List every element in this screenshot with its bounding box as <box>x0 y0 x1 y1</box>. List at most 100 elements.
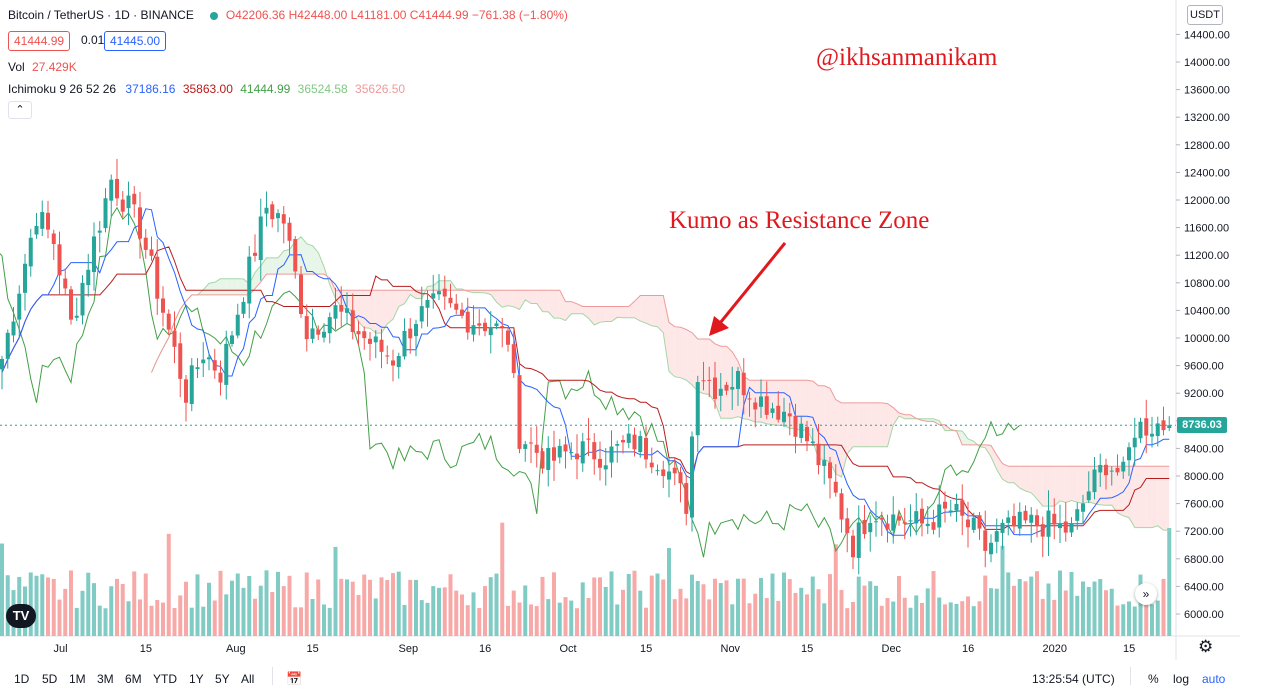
volume-bar <box>373 598 378 636</box>
timeframe-ytd[interactable]: YTD <box>153 672 177 686</box>
kumo-cloud-segment <box>732 351 738 419</box>
volume-bar <box>316 579 321 636</box>
candle-body <box>753 402 758 410</box>
volume-bar <box>368 579 372 636</box>
candle-body <box>776 405 781 420</box>
kumo-cloud-segment <box>1019 466 1026 492</box>
volume-bar <box>166 533 171 636</box>
gear-icon[interactable]: ⚙ <box>1198 637 1214 656</box>
kumo-cloud-segment <box>697 338 704 394</box>
volume-bar <box>1132 606 1137 636</box>
kumo-cloud-segment <box>715 343 721 419</box>
volume-bar <box>74 607 79 636</box>
kumo-cloud-segment <box>968 438 974 445</box>
tenkan-sen-line <box>1 208 1170 536</box>
volume-bar <box>730 604 735 636</box>
kumo-cloud-segment <box>1146 466 1152 528</box>
kumo-cloud-segment <box>565 301 572 321</box>
scroll-to-realtime-icon[interactable]: » <box>1135 583 1157 605</box>
volume-bar <box>701 584 706 636</box>
volume-bar <box>966 596 970 636</box>
candle-body <box>161 298 165 313</box>
timeframe-5y[interactable]: 5Y <box>215 672 230 686</box>
candle-body <box>730 387 735 390</box>
calendar-icon[interactable]: 📅 <box>286 671 303 686</box>
candle-body <box>971 517 976 530</box>
sell-price-button[interactable]: 41444.99 <box>8 31 71 51</box>
candle-body <box>609 446 614 463</box>
kumo-cloud-segment <box>387 290 393 324</box>
kumo-cloud-segment <box>318 252 324 275</box>
candle-body <box>621 439 625 443</box>
kumo-cloud-segment <box>1123 466 1129 518</box>
volume-bar <box>937 597 942 636</box>
volume-bar <box>86 572 91 636</box>
kumo-cloud-segment <box>812 381 819 460</box>
volume-bar <box>63 588 68 636</box>
timeframe-1y[interactable]: 1Y <box>189 672 204 686</box>
volume-bar <box>943 604 947 636</box>
volume-bar <box>1058 570 1062 636</box>
kumo-cloud-segment <box>623 306 629 318</box>
volume-label: Vol <box>8 60 25 74</box>
volume-bar <box>425 602 430 636</box>
price-axis-label: 14400.00 <box>1184 29 1230 41</box>
symbol-name[interactable]: Bitcoin / TetherUS · 1D · BINANCE <box>8 8 194 22</box>
utc-clock[interactable]: 13:25:54 (UTC) <box>1032 672 1115 686</box>
candle-body <box>701 380 706 382</box>
timeframe-1d[interactable]: 1D <box>14 672 30 686</box>
volume-bar <box>1000 545 1005 636</box>
volume-bar <box>201 606 206 636</box>
log-scale-button[interactable]: log <box>1173 672 1190 686</box>
ichimoku-legend[interactable]: Ichimoku 9 26 52 26 37186.16 35863.00 41… <box>8 82 405 96</box>
volume-bar <box>557 602 562 636</box>
volume-bar <box>270 592 275 636</box>
candle-body <box>989 542 993 555</box>
candle-body <box>534 444 539 453</box>
volume-bar <box>845 608 850 636</box>
volume-bar <box>822 603 827 636</box>
kumo-cloud-segment <box>1042 466 1049 507</box>
candle-body <box>362 331 367 339</box>
volume-bar <box>1029 576 1034 636</box>
volume-bar <box>569 600 574 636</box>
kumo-cloud-segment <box>835 399 842 477</box>
ichimoku-tenkan-value: 37186.16 <box>125 82 176 96</box>
volume-bar <box>747 603 752 636</box>
kumo-cloud-segment <box>214 278 221 295</box>
volume-legend[interactable]: Vol 27.429K <box>8 60 77 74</box>
percent-scale-button[interactable]: % <box>1148 672 1159 686</box>
tradingview-logo-icon[interactable]: TV <box>6 604 36 628</box>
volume-bar <box>655 573 660 636</box>
chevron-up-icon[interactable]: ⌃ <box>8 101 32 119</box>
candle-body <box>1167 425 1172 429</box>
timeframe-3m[interactable]: 3M <box>97 672 114 686</box>
volume-bar <box>833 544 838 636</box>
kumo-cloud-segment <box>531 290 537 304</box>
timeframe-6m[interactable]: 6M <box>125 672 142 686</box>
candle-body <box>517 375 522 449</box>
kumo-cloud-segment <box>847 402 853 454</box>
currency-label[interactable]: USDT <box>1187 5 1223 25</box>
candle-body <box>1046 510 1051 537</box>
candle-body <box>304 316 309 340</box>
candle-body <box>189 365 194 405</box>
ichimoku-chikou-value: 41444.99 <box>240 82 291 96</box>
candle-body <box>851 535 855 558</box>
volume-bar <box>345 579 349 636</box>
auto-scale-button[interactable]: auto <box>1202 672 1226 686</box>
kumo-cloud-segment <box>807 380 813 441</box>
candle-body <box>718 388 723 396</box>
price-axis-label: 12400.00 <box>1184 167 1230 179</box>
kumo-cloud-segment <box>588 306 595 326</box>
candle-body <box>115 178 119 199</box>
timeframe-all[interactable]: All <box>241 672 255 686</box>
timeframe-1m[interactable]: 1M <box>69 672 86 686</box>
volume-bar <box>868 581 873 636</box>
timeframe-5d[interactable]: 5D <box>42 672 58 686</box>
candle-body <box>253 252 257 256</box>
buy-price-button[interactable]: 41445.00 <box>104 31 167 51</box>
candle-body <box>218 372 223 383</box>
volume-bar <box>615 604 620 636</box>
